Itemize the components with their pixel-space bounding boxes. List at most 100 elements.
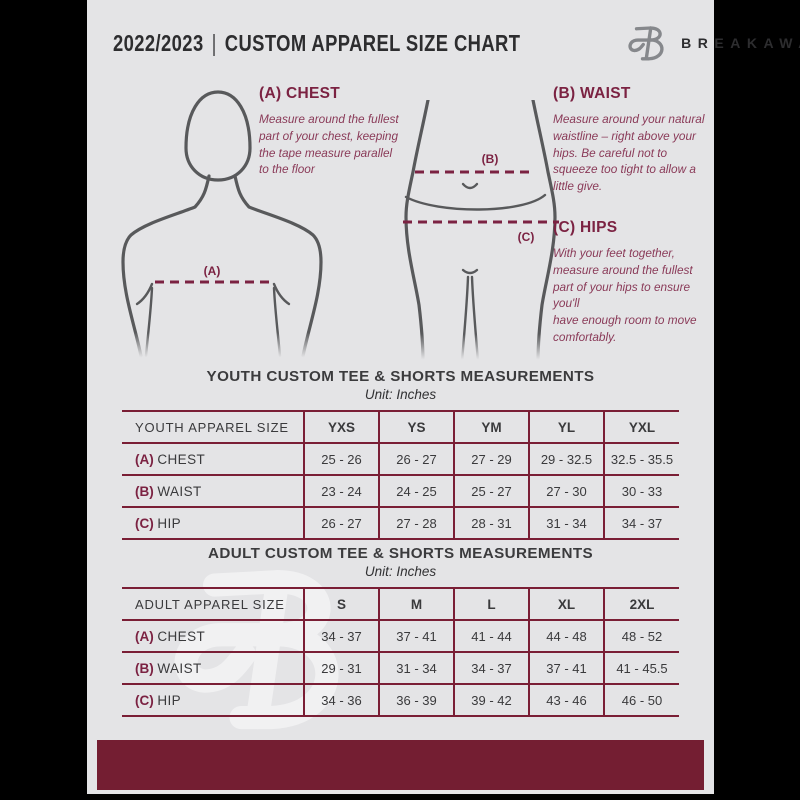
size-value-cell: 27 - 30 (528, 474, 604, 507)
row-name: CHEST (157, 628, 206, 644)
adult-waist-row: (B) WAIST 29 - 31 31 - 34 34 - 37 37 - 4… (122, 651, 679, 684)
size-value-cell: 41 - 45.5 (603, 651, 679, 684)
size-header-cell: S (303, 587, 379, 620)
size-header-cell: YM (453, 410, 529, 443)
chest-figure-drawing: (A) (121, 90, 323, 358)
size-value-cell: 34 - 37 (453, 651, 529, 684)
size-value-cell: 37 - 41 (378, 619, 454, 652)
size-value-cell: 28 - 31 (453, 506, 529, 540)
size-chart-page: 2022/2023 | CUSTOM APPAREL SIZE CHART BREA… (87, 0, 800, 794)
figure-fade (393, 334, 571, 364)
row-marker: (B) (135, 483, 154, 499)
size-value-cell: 41 - 44 (453, 619, 529, 652)
size-header-cell: YXL (603, 410, 679, 443)
page-title: 2022/2023 | CUSTOM APPAREL SIZE CHART (113, 30, 520, 57)
row-name: WAIST (157, 660, 202, 676)
figure-fade (115, 332, 329, 362)
row-name: HIP (157, 692, 182, 708)
size-header-cell: M (378, 587, 454, 620)
adult-size-column-label: ADULT APPAREL SIZE (122, 587, 304, 620)
youth-size-table: YOUTH APPAREL SIZE YXS YS YM YL YXL (A) … (122, 410, 679, 540)
size-value-cell: 29 - 32.5 (528, 442, 604, 475)
row-marker: (A) (135, 628, 154, 644)
youth-table-title: YOUTH CUSTOM TEE & SHORTS MEASUREMENTS (206, 368, 595, 385)
chest-marker-label: (A) (204, 264, 221, 278)
waist-guide-description: Measure around your natural waistline – … (553, 112, 705, 193)
waist-guide-title: (B) WAIST (553, 85, 631, 102)
adult-chest-row: (A) CHEST 34 - 37 37 - 41 41 - 44 44 - 4… (122, 619, 679, 652)
waist-hips-figure-drawing: (B) (C) (403, 98, 559, 364)
size-value-cell: 34 - 37 (303, 619, 379, 652)
size-value-cell: 27 - 28 (378, 506, 454, 540)
youth-waist-row: (B) WAIST 23 - 24 24 - 25 25 - 27 27 - 3… (122, 474, 679, 507)
hips-guide: (C) HIPS With your feet together, measur… (553, 219, 705, 346)
adult-table-unit: Unit: Inches (364, 564, 437, 579)
row-marker: (A) (135, 451, 154, 467)
pelvis-curve (404, 193, 547, 211)
brand-name: BREAKAWAY (681, 35, 800, 51)
row-marker: (C) (135, 515, 154, 531)
chest-figure: (A) (115, 84, 329, 362)
title-text: CUSTOM APPAREL SIZE CHART (224, 29, 521, 56)
size-header-cell: YL (528, 410, 604, 443)
right-shoulder-arm (233, 174, 323, 358)
row-marker: (C) (135, 692, 154, 708)
footer-accent-bar (97, 740, 704, 790)
row-label-cell: (A) CHEST (122, 442, 304, 475)
adult-table-title: ADULT CUSTOM TEE & SHORTS MEASUREMENTS (207, 545, 594, 562)
waist-guide: (B) WAIST Measure around your natural wa… (553, 85, 711, 195)
size-value-cell: 23 - 24 (303, 474, 379, 507)
row-name: HIP (157, 515, 182, 531)
row-label-cell: (C) HIP (122, 506, 304, 540)
left-shoulder-arm (121, 174, 211, 358)
page-header: 2022/2023 | CUSTOM APPAREL SIZE CHART BREA… (113, 22, 800, 64)
adult-section: ADULT CUSTOM TEE & SHORTS MEASUREMENTS U… (122, 545, 679, 717)
brand-group: BREAKAWAY (622, 22, 800, 64)
size-value-cell: 25 - 26 (303, 442, 379, 475)
size-value-cell: 39 - 42 (453, 683, 529, 717)
size-header-cell: XL (528, 587, 604, 620)
youth-size-column-label: YOUTH APPAREL SIZE (122, 410, 304, 443)
size-value-cell: 44 - 48 (528, 619, 604, 652)
size-value-cell: 25 - 27 (453, 474, 529, 507)
waist-marker-label: (B) (482, 152, 499, 166)
row-marker: (B) (135, 660, 154, 676)
navel-mark (461, 182, 479, 190)
size-value-cell: 27 - 29 (453, 442, 529, 475)
waist-hips-figure: (B) (C) (393, 98, 571, 364)
size-value-cell: 32.5 - 35.5 (603, 442, 679, 475)
size-header-cell: YS (378, 410, 454, 443)
left-body-contour (404, 98, 430, 364)
size-value-cell: 37 - 41 (528, 651, 604, 684)
row-label-cell: (B) WAIST (122, 474, 304, 507)
size-value-cell: 26 - 27 (378, 442, 454, 475)
breakaway-logo-icon (622, 22, 672, 64)
size-value-cell: 24 - 25 (378, 474, 454, 507)
youth-header-row: YOUTH APPAREL SIZE YXS YS YM YL YXL (122, 410, 679, 443)
size-header-cell: L (453, 587, 529, 620)
size-value-cell: 31 - 34 (378, 651, 454, 684)
right-body-contour (531, 98, 557, 364)
size-value-cell: 48 - 52 (603, 619, 679, 652)
youth-chest-row: (A) CHEST 25 - 26 26 - 27 27 - 29 29 - 3… (122, 442, 679, 475)
size-value-cell: 31 - 34 (528, 506, 604, 540)
title-separator: | (211, 29, 217, 56)
left-armpit-fold (135, 282, 154, 306)
youth-hip-row: (C) HIP 26 - 27 27 - 28 28 - 31 31 - 34 … (122, 506, 679, 540)
right-armpit-fold (272, 282, 291, 306)
hips-guide-title: (C) HIPS (553, 219, 618, 236)
size-value-cell: 46 - 50 (603, 683, 679, 717)
adult-hip-row: (C) HIP 34 - 36 36 - 39 39 - 42 43 - 46 … (122, 683, 679, 717)
size-value-cell: 34 - 36 (303, 683, 379, 717)
size-header-cell: YXS (303, 410, 379, 443)
adult-header-row: ADULT APPAREL SIZE S M L XL 2XL (122, 587, 679, 620)
size-value-cell: 43 - 46 (528, 683, 604, 717)
chest-guide-description: Measure around the fullest part of your … (259, 112, 399, 177)
crotch-curve (461, 268, 479, 275)
size-value-cell: 34 - 37 (603, 506, 679, 540)
hip-marker-label: (C) (518, 230, 535, 244)
size-value-cell: 30 - 33 (603, 474, 679, 507)
size-value-cell: 29 - 31 (303, 651, 379, 684)
hips-guide-description: With your feet together, measure around … (553, 246, 697, 344)
size-value-cell: 26 - 27 (303, 506, 379, 540)
